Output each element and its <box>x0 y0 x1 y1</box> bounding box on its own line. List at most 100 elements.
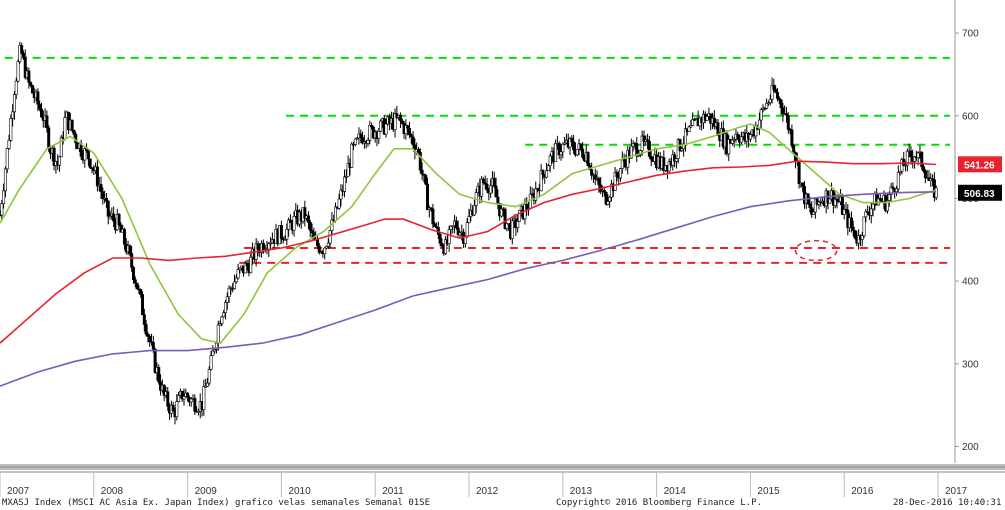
candle-body <box>86 150 90 160</box>
candle-body <box>597 178 601 186</box>
candle-body <box>813 198 817 213</box>
candle-body <box>288 219 292 224</box>
candle-body <box>748 134 752 140</box>
candle-body <box>646 139 650 142</box>
candle-body <box>306 215 310 223</box>
candle-body <box>689 125 693 128</box>
candle-body <box>0 203 4 216</box>
candle-body <box>492 177 496 187</box>
candle-body <box>344 176 348 178</box>
candle-body <box>303 207 307 219</box>
candle-body <box>518 210 522 222</box>
candle-body <box>420 169 424 175</box>
x-tick-label: 2008 <box>101 486 124 497</box>
candle-body <box>494 185 498 198</box>
candle-body <box>45 115 49 129</box>
moving-average-line <box>0 123 937 344</box>
candle-body <box>931 178 935 180</box>
candle-body <box>133 279 137 284</box>
candle-body <box>287 219 291 230</box>
candle-body <box>7 139 11 149</box>
candle-body <box>467 216 471 223</box>
candle-body <box>233 281 237 290</box>
candle-body <box>283 239 287 241</box>
candle-body <box>119 224 123 233</box>
candle-body <box>920 151 924 168</box>
candle-body <box>828 198 832 204</box>
candle-body <box>3 168 7 192</box>
candle-body <box>561 144 565 153</box>
candle-body <box>189 398 193 403</box>
candle-body <box>629 145 633 159</box>
candle-body <box>377 130 381 139</box>
x-tick-label: 2009 <box>195 486 218 497</box>
candle-body <box>249 256 253 274</box>
candle-body <box>483 182 487 185</box>
candle-body <box>106 200 110 217</box>
candle-body <box>503 208 507 229</box>
candle-body <box>640 135 644 152</box>
candle-body <box>209 355 213 370</box>
candle-body <box>148 336 152 342</box>
candle-body <box>11 111 15 119</box>
candle-body <box>350 143 354 168</box>
candle-body <box>359 133 363 138</box>
candle-body <box>635 143 639 157</box>
x-tick-label: 2017 <box>945 486 968 497</box>
candle-body <box>563 142 567 145</box>
candle-body <box>404 125 408 134</box>
candle-body <box>112 213 116 222</box>
candle-body <box>323 247 327 255</box>
candle-body <box>866 211 870 214</box>
candle-body <box>481 178 485 184</box>
candle-body <box>0 214 2 217</box>
candle-body <box>539 170 543 192</box>
candle-body <box>626 150 630 168</box>
candle-body <box>682 143 686 149</box>
candle-body <box>202 386 206 410</box>
candle-body <box>505 223 509 229</box>
candle-body <box>840 196 844 215</box>
candle-body <box>716 122 720 137</box>
annotation-ellipse <box>794 239 838 262</box>
candle-body <box>16 61 20 82</box>
candle-body <box>211 350 215 356</box>
candle-body <box>615 172 619 178</box>
last-price-tag <box>958 184 1002 201</box>
candle-body <box>878 198 882 201</box>
candle-body <box>361 137 365 144</box>
footer: MXASJ Index (MSCI AC Asia Ex. Japan Inde… <box>0 498 1005 510</box>
candle-body <box>5 148 9 170</box>
candle-body <box>541 170 545 175</box>
candle-body <box>546 165 550 171</box>
candle-body <box>384 123 388 135</box>
candle-body <box>182 396 186 400</box>
x-tick-label: 2013 <box>570 486 593 497</box>
candle-body <box>426 183 430 211</box>
last-price-label: 541.26 <box>964 160 995 171</box>
candle-body <box>777 98 781 101</box>
candle-body <box>27 70 31 83</box>
candle-body <box>602 190 606 193</box>
candle-body <box>193 398 197 412</box>
candle-body <box>680 148 684 151</box>
candle-body <box>489 185 493 194</box>
candle-body <box>797 161 801 184</box>
candle-body <box>407 128 411 136</box>
candle-body <box>59 136 63 158</box>
candle-body <box>101 191 105 199</box>
candle-body <box>568 138 572 148</box>
candle-body <box>128 245 132 254</box>
candle-body <box>608 196 612 202</box>
footer-timestamp: 28-Dec-2016 10:40:31 <box>893 498 1002 508</box>
candle-body <box>153 349 157 373</box>
candle-body <box>30 85 34 94</box>
candle-body <box>557 143 561 156</box>
candle-body <box>227 287 231 298</box>
candle-body <box>339 189 343 200</box>
candle-body <box>310 230 314 233</box>
candle-body <box>575 149 579 156</box>
candle-body <box>58 156 62 166</box>
candle-body <box>673 154 677 162</box>
candle-body <box>853 230 857 239</box>
